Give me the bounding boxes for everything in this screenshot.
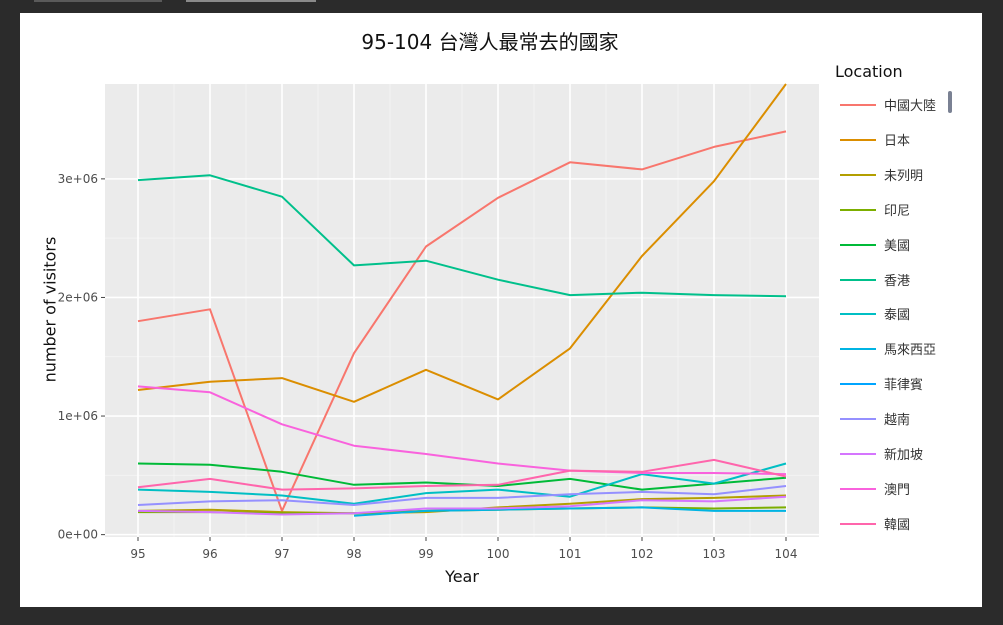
legend-swatch — [840, 453, 876, 455]
x-tick-label: 100 — [487, 547, 510, 561]
legend-swatch — [840, 348, 876, 351]
tab-indicator[interactable] — [34, 0, 162, 2]
series-line — [137, 458, 787, 491]
legend-label: 中國大陸 — [884, 99, 937, 114]
legend-label: 香港 — [884, 273, 911, 289]
legend-swatch — [840, 418, 876, 421]
x-axis-label: Year — [445, 567, 479, 586]
series-line — [137, 462, 787, 505]
legend-label: 新加坡 — [884, 448, 924, 463]
grid-lines — [105, 84, 819, 537]
x-tick-label: 95 — [130, 547, 145, 561]
series-line — [137, 485, 787, 506]
legend-swatch — [840, 522, 876, 525]
top-tab-strip — [0, 0, 1003, 12]
chart-title: 95-104 台灣人最常去的國家 — [361, 30, 619, 54]
legend-label: 泰國 — [884, 308, 911, 324]
legend-label: 未列明 — [884, 168, 924, 184]
x-tick-label: 97 — [274, 547, 289, 561]
legend-title: Location — [835, 62, 903, 81]
legend-scrollbar[interactable] — [948, 91, 952, 113]
series-line — [137, 385, 787, 476]
x-tick-label: 102 — [631, 547, 654, 561]
y-tick-label: 0e+00 — [58, 528, 98, 542]
x-tick-label: 98 — [346, 547, 361, 561]
legend-swatch — [840, 138, 876, 141]
series-line — [353, 506, 786, 517]
legend-swatch — [840, 243, 876, 246]
series-line — [137, 83, 787, 403]
legend-label: 越南 — [884, 413, 911, 429]
x-tick-label: 104 — [775, 547, 798, 561]
legend-swatch — [840, 487, 876, 490]
legend-label: 印尼 — [884, 203, 911, 219]
legend-swatch — [840, 173, 876, 176]
legend-label: 美國 — [884, 238, 911, 254]
tab-indicator[interactable] — [186, 0, 316, 2]
series-line — [137, 462, 787, 491]
legend-swatch — [840, 104, 876, 106]
legend-swatch — [840, 383, 876, 386]
y-axis-label: number of visitors — [40, 236, 60, 383]
legend-label: 澳門 — [884, 482, 911, 498]
legend-label: 菲律賓 — [884, 378, 924, 394]
axis-ticks: 0e+00 1e+06 2e+06 3e+06 95 96 97 98 99 100 101 102 1… — [58, 172, 798, 561]
legend-label: 馬來西亞 — [884, 343, 937, 359]
x-tick-label: 101 — [559, 547, 582, 561]
bottom-bar — [0, 607, 1003, 625]
series-line — [137, 174, 787, 298]
legend-swatch — [840, 208, 876, 211]
series-line — [137, 495, 787, 516]
series-line — [137, 130, 787, 512]
x-tick-label: 99 — [418, 547, 433, 561]
x-tick-label: 96 — [202, 547, 217, 561]
legend-label: 韓國 — [884, 517, 911, 533]
legend-label: 日本 — [884, 133, 911, 149]
legend-swatch — [840, 313, 876, 316]
y-tick-label: 1e+06 — [58, 409, 98, 423]
y-tick-label: 3e+06 — [58, 172, 98, 186]
x-tick-label: 103 — [703, 547, 726, 561]
series-lines — [137, 83, 787, 517]
y-tick-label: 2e+06 — [58, 290, 98, 304]
legend-swatch — [840, 278, 876, 281]
